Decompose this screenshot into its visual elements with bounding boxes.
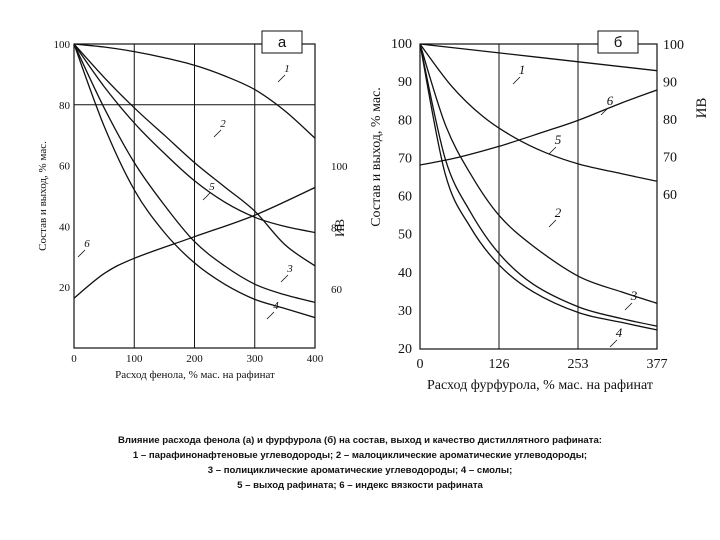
panel-1-y-tick-label: 20 [59,282,71,294]
panel-1-x-tick-label: 100 [126,353,143,365]
panel-1-label-box [261,30,303,54]
panel-2-label: б [614,34,623,51]
caption-line-4: 5 – выход рафината; 6 – индекс вязкости … [237,480,483,491]
panel-2-y-tick-label: 40 [398,266,412,281]
panel-2-series-1-line [420,44,657,72]
panel-2-series-2-line [420,44,657,304]
panel-1-series-2-label: 2 [220,118,226,130]
panel-2-series-5-line [420,44,657,182]
panel-2-series-6-leader [600,107,609,116]
panel-2-y-tick-label: 30 [398,304,412,319]
panel-1-series-2-leader [213,129,222,138]
panel-2-series-4-line [420,44,657,331]
panel-2-series-3-line [420,44,657,327]
panel-1-label: а [278,34,287,51]
caption-line-1: Влияние расхода фенола (а) и фурфурола (… [118,435,602,446]
panel-1-series-6-leader [77,249,86,258]
panel-1-x-tick-label: 200 [186,353,203,365]
panel-1-series-4-leader [266,311,275,320]
panel-2-y-tick-label: 20 [398,342,412,357]
panel-1-series-3-line [74,44,315,304]
panel-1-x-tick-label: 0 [71,353,77,365]
panel-1-series-5-line [74,44,315,234]
panel-2-y2-tick-label: 70 [663,151,677,166]
panel-2-y2-axis-label: ИВ [694,98,710,119]
panel-2-series-5-leader [548,146,557,155]
panel-1-y-tick-label: 80 [59,100,71,112]
panel-2-plot-frame [419,43,658,350]
panel-2-series-6-label: 6 [607,93,614,108]
panel-1-series-2-line [74,44,315,267]
caption-line-3: 3 – полициклические ароматические углево… [207,465,513,476]
panel-1-series-6-label: 6 [84,238,90,250]
panel-2-series-1-label: 1 [519,62,526,77]
panel-2-y2-tick-label: 60 [663,188,677,203]
panel-2-series-6-line [420,89,657,166]
panel-1-series-5-label: 5 [209,181,215,193]
panel-1-series-5-leader [202,192,211,201]
panel-1-y-axis-label: Состав и выход, % мас. [37,141,49,251]
panel-2-series-4-label: 4 [616,325,623,340]
panel-2-y-tick-label: 60 [398,190,412,205]
panel-1-series-4-line [74,44,315,319]
panel-1-series-1-line [74,44,315,139]
panel-2-x-axis-label: Расход фурфурола, % мас. на рафинат [427,378,653,393]
panel-1-y2-tick-label: 60 [331,284,343,296]
panel-1-x-axis-label: Расход фенола, % мас. на рафинат [115,369,275,381]
panel-2-series-2-leader [548,219,557,228]
panel-2-y-axis-label: Состав и выход, % мас. [369,87,384,227]
panel-1-y-tick-label: 60 [59,161,71,173]
panel-1-y-tick-label: 40 [59,221,71,233]
panel-1-series-1-leader [277,74,286,83]
panel-2-series-4-leader [609,339,618,348]
panel-1-x-tick-label: 300 [247,353,264,365]
panel-2-y2-tick-label: 100 [663,38,684,53]
panel-1-series-1-label: 1 [284,63,290,75]
panel-2-x-tick-label: 126 [489,357,510,372]
panel-1-y2-tick-label: 80 [331,223,343,235]
panel-2-series-3-label: 3 [630,288,638,303]
panel-1-y2-tick-label: 100 [331,161,348,173]
caption-line-2: 1 – парафинонафтеновые углеводороды; 2 –… [132,450,588,461]
panel-1-x-tick-label: 400 [307,353,324,365]
panel-2-x-tick-label: 253 [568,357,589,372]
panel-1-series-3-leader [280,274,289,283]
panel-1-series-6-line [74,186,315,299]
panel-2-x-tick-label: 377 [647,357,668,372]
panel-2-x-tick-label: 0 [417,357,424,372]
panel-2-y2-tick-label: 80 [663,113,677,128]
panel-2-series-2-label: 2 [555,205,562,220]
panel-2-y-tick-label: 50 [398,228,412,243]
panel-2-y-tick-label: 100 [391,37,412,52]
panel-2-y2-tick-label: 90 [663,76,677,91]
panel-1-y2-axis-label: ИВ [332,219,347,237]
panel-2-label-box [597,30,639,54]
panel-2-y-tick-label: 70 [398,151,412,166]
panel-1-series-3-label: 3 [286,263,293,275]
panel-1-y-tick-label: 100 [54,39,71,51]
panel-2-series-3-leader [624,302,633,311]
panel-2-y-tick-label: 80 [398,113,412,128]
panel-2-y-tick-label: 90 [398,75,412,90]
panel-2-series-5-label: 5 [555,132,562,147]
figure-caption: Влияние расхода фенола (а) и фурфурола (… [20,433,700,493]
panel-2-series-1-leader [512,76,521,85]
panel-1-series-4-label: 4 [273,300,279,312]
